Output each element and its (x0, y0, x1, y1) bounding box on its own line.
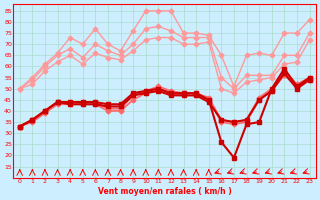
X-axis label: Vent moyen/en rafales ( km/h ): Vent moyen/en rafales ( km/h ) (98, 187, 231, 196)
